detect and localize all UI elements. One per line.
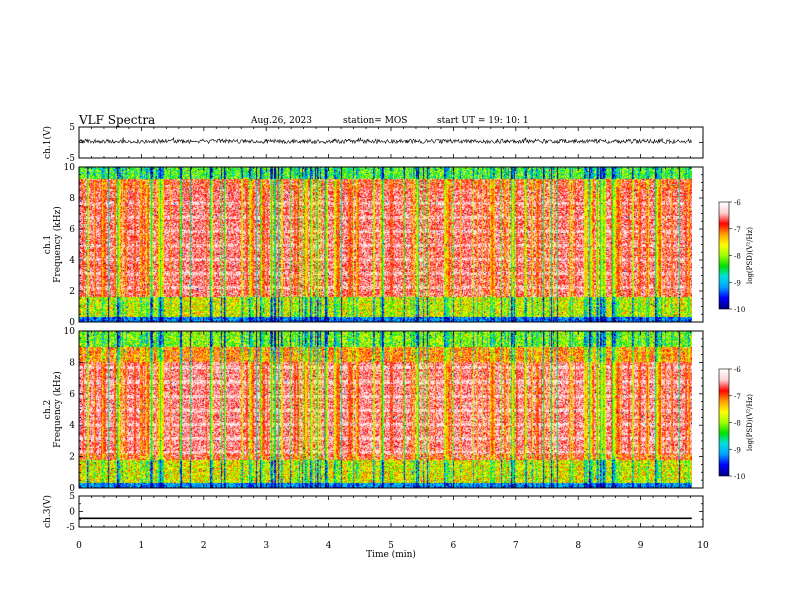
x-tick-label: 3: [263, 541, 269, 551]
ch2-colorbar-tick-label: -9: [734, 446, 741, 454]
ch1-spectrogram-y-tick-label: 0: [69, 318, 75, 328]
ch1-colorbar-label: log(PSD)(V²/Hz): [746, 227, 754, 284]
x-tick-label: 0: [76, 541, 82, 551]
ch1-spectrogram-ylabel: ch.1: [43, 235, 53, 254]
ch2-colorbar-gradient: [719, 369, 729, 476]
ch1-spectrogram-y-tick-label: 8: [69, 194, 75, 204]
ch1-colorbar-tick-label: -10: [734, 306, 745, 314]
ch2-spectrogram-image: [79, 331, 692, 488]
ch2-colorbar-tick-label: -8: [734, 420, 741, 428]
ch2-spectrogram-y-tick-label: 0: [69, 484, 75, 494]
station-label: station= MOS: [343, 116, 408, 126]
date-label: Aug.26, 2023: [251, 116, 312, 126]
ch1-spectrogram-ylabel: Frequency (kHz): [52, 206, 63, 283]
x-tick-label: 2: [201, 541, 207, 551]
ch2-spectrogram-y-tick-label: 10: [64, 327, 76, 337]
start-time-label: start UT = 19: 10: 1: [437, 116, 529, 126]
ch1-colorbar-tick-label: -7: [734, 226, 741, 234]
x-tick-label: 9: [638, 541, 644, 551]
x-tick-label: 4: [326, 541, 332, 551]
ch1-colorbar-tick-label: -9: [734, 279, 741, 287]
x-axis-label: Time (min): [366, 549, 416, 560]
chart-title: VLF Spectra: [79, 113, 156, 127]
ch3-waveform-y-tick-label: 0: [69, 508, 75, 518]
ch2-spectrogram-y-tick-label: 4: [69, 421, 75, 431]
ch2-spectrogram-y-tick-label: 6: [69, 390, 75, 400]
ch2-spectrogram-ylabel: Frequency (kHz): [52, 371, 63, 448]
ch3-waveform-ylabel: ch.3(V): [42, 495, 53, 528]
x-tick-label: 5: [388, 541, 394, 551]
ch2-colorbar-tick-label: -6: [734, 366, 741, 374]
ch1-waveform-y-tick-label: -5: [66, 154, 75, 164]
x-tick-label: 8: [575, 541, 581, 551]
x-tick-label: 7: [513, 541, 519, 551]
ch2-colorbar-label: log(PSD)(V²/Hz): [746, 394, 754, 451]
x-tick-label: 1: [139, 541, 145, 551]
x-tick-label: 6: [451, 541, 457, 551]
ch1-colorbar-gradient: [719, 202, 729, 309]
ch2-spectrogram-y-tick-label: 2: [69, 453, 75, 463]
ch2-spectrogram-y-tick-label: 8: [69, 358, 75, 368]
ch2-colorbar-tick-label: -7: [734, 393, 741, 401]
ch1-spectrogram-y-tick-label: 10: [64, 163, 76, 173]
ch1-colorbar-tick-label: -8: [734, 253, 741, 261]
ch1-waveform-y-tick-label: 5: [69, 123, 75, 133]
ch1-waveform-line: [78, 136, 692, 145]
ch1-spectrogram-y-tick-label: 4: [69, 256, 75, 266]
ch1-colorbar-tick-label: -6: [734, 199, 741, 207]
ch1-waveform-ylabel: ch.1(V): [42, 126, 53, 159]
ch3-waveform-y-tick-label: 5: [69, 492, 75, 502]
ch2-spectrogram-ylabel: ch.2: [43, 400, 53, 419]
ch1-spectrogram-image: [79, 167, 692, 322]
ch3-waveform-frame: [78, 495, 704, 528]
x-tick-label: 10: [697, 541, 709, 551]
ch1-spectrogram-y-tick-label: 6: [69, 225, 75, 235]
ch2-colorbar-tick-label: -10: [734, 473, 745, 481]
ch1-spectrogram-y-tick-label: 2: [69, 287, 75, 297]
ch3-waveform-y-tick-label: -5: [66, 523, 75, 533]
